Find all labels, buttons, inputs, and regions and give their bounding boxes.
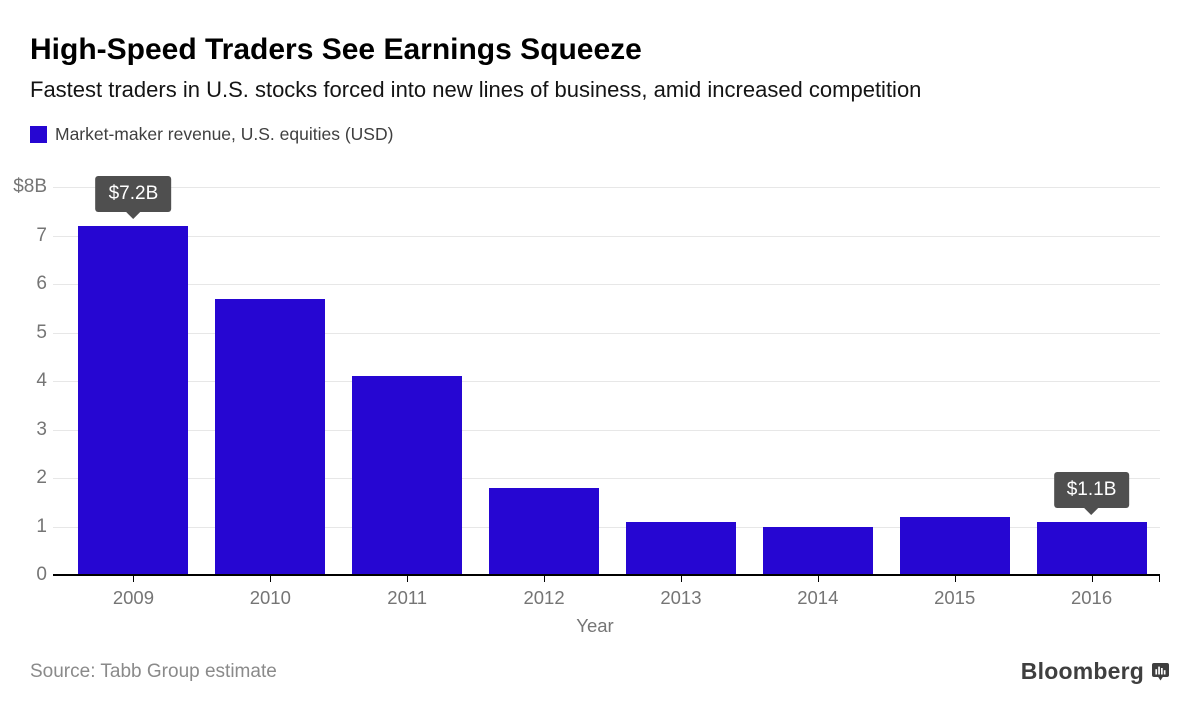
y-tick-label-2: 2 — [36, 467, 47, 488]
bar-chart-plot-area: Year 0 1 2 3 4 5 6 7 $8B 2009 2010 2011 2012 2013 2014… — [13, 175, 1160, 636]
bar-2015 — [899, 516, 1010, 575]
x-axis-title: Year — [576, 615, 614, 636]
y-tick-label-3: 3 — [36, 418, 47, 440]
x-tick-label-2010: 2010 — [249, 587, 291, 608]
chart-subtitle: Fastest traders in U.S. stocks forced in… — [30, 77, 922, 102]
bar-2012 — [489, 487, 600, 575]
gridline-y3 — [53, 429, 1160, 431]
x-tick-2013 — [680, 575, 682, 582]
x-tick-label-2011: 2011 — [387, 587, 428, 608]
x-tick-label-2013: 2013 — [660, 587, 702, 608]
gridline-y1 — [53, 526, 1160, 528]
gridline-y6 — [53, 284, 1160, 285]
bar-2009 — [78, 225, 189, 575]
chart-title: High-Speed Traders See Earnings Squeeze — [30, 33, 642, 66]
x-tick-2011 — [407, 575, 409, 582]
gridline-y2 — [53, 478, 1160, 479]
x-tick-label-2015: 2015 — [934, 587, 976, 608]
x-tick-2009 — [133, 575, 135, 582]
legend: Market-maker revenue, U.S. equities (USD… — [30, 124, 393, 145]
bar-2014 — [762, 526, 873, 575]
bar-2013 — [625, 521, 736, 575]
gridline-y8 — [53, 187, 1160, 188]
y-tick-label-7: 7 — [36, 224, 47, 246]
x-axis-end-tick — [1159, 575, 1160, 582]
bloomberg-chart-bubble-icon — [1152, 663, 1169, 681]
bar-2016 — [1036, 521, 1147, 575]
legend-label: Market-maker revenue, U.S. equities (USD… — [55, 124, 394, 144]
x-tick-label-2012: 2012 — [523, 587, 565, 608]
bloomberg-wordmark: Bloomberg — [1020, 658, 1144, 684]
gridline-y7 — [53, 235, 1160, 237]
x-tick-2014 — [817, 575, 819, 582]
x-tick-2010 — [270, 575, 272, 582]
y-tick-label-8: $8B — [13, 176, 47, 197]
y-tick-label-6: 6 — [36, 273, 47, 294]
bar-2011 — [352, 376, 463, 575]
x-tick-label-2016: 2016 — [1070, 587, 1113, 608]
value-callout-2009: $7.2B — [95, 175, 172, 212]
source-note: Source: Tabb Group estimate — [30, 661, 277, 682]
bloomberg-logo: Bloomberg — [1021, 658, 1170, 685]
x-tick-label-2009: 2009 — [112, 587, 155, 608]
legend-swatch-icon — [30, 126, 47, 143]
value-callout-2016: $1.1B — [1053, 471, 1130, 508]
x-tick-2015 — [954, 575, 956, 582]
x-axis-line — [53, 574, 1160, 576]
gridline-y4 — [53, 381, 1160, 382]
x-tick-label-2014: 2014 — [797, 587, 839, 608]
x-tick-2012 — [544, 575, 546, 582]
y-tick-label-4: 4 — [36, 370, 47, 391]
y-tick-label-1: 1 — [36, 515, 47, 537]
y-tick-label-5: 5 — [36, 321, 47, 343]
x-tick-2016 — [1091, 575, 1093, 582]
y-tick-label-0: 0 — [36, 564, 47, 585]
gridline-y5 — [53, 332, 1160, 334]
bar-2010 — [215, 298, 326, 575]
